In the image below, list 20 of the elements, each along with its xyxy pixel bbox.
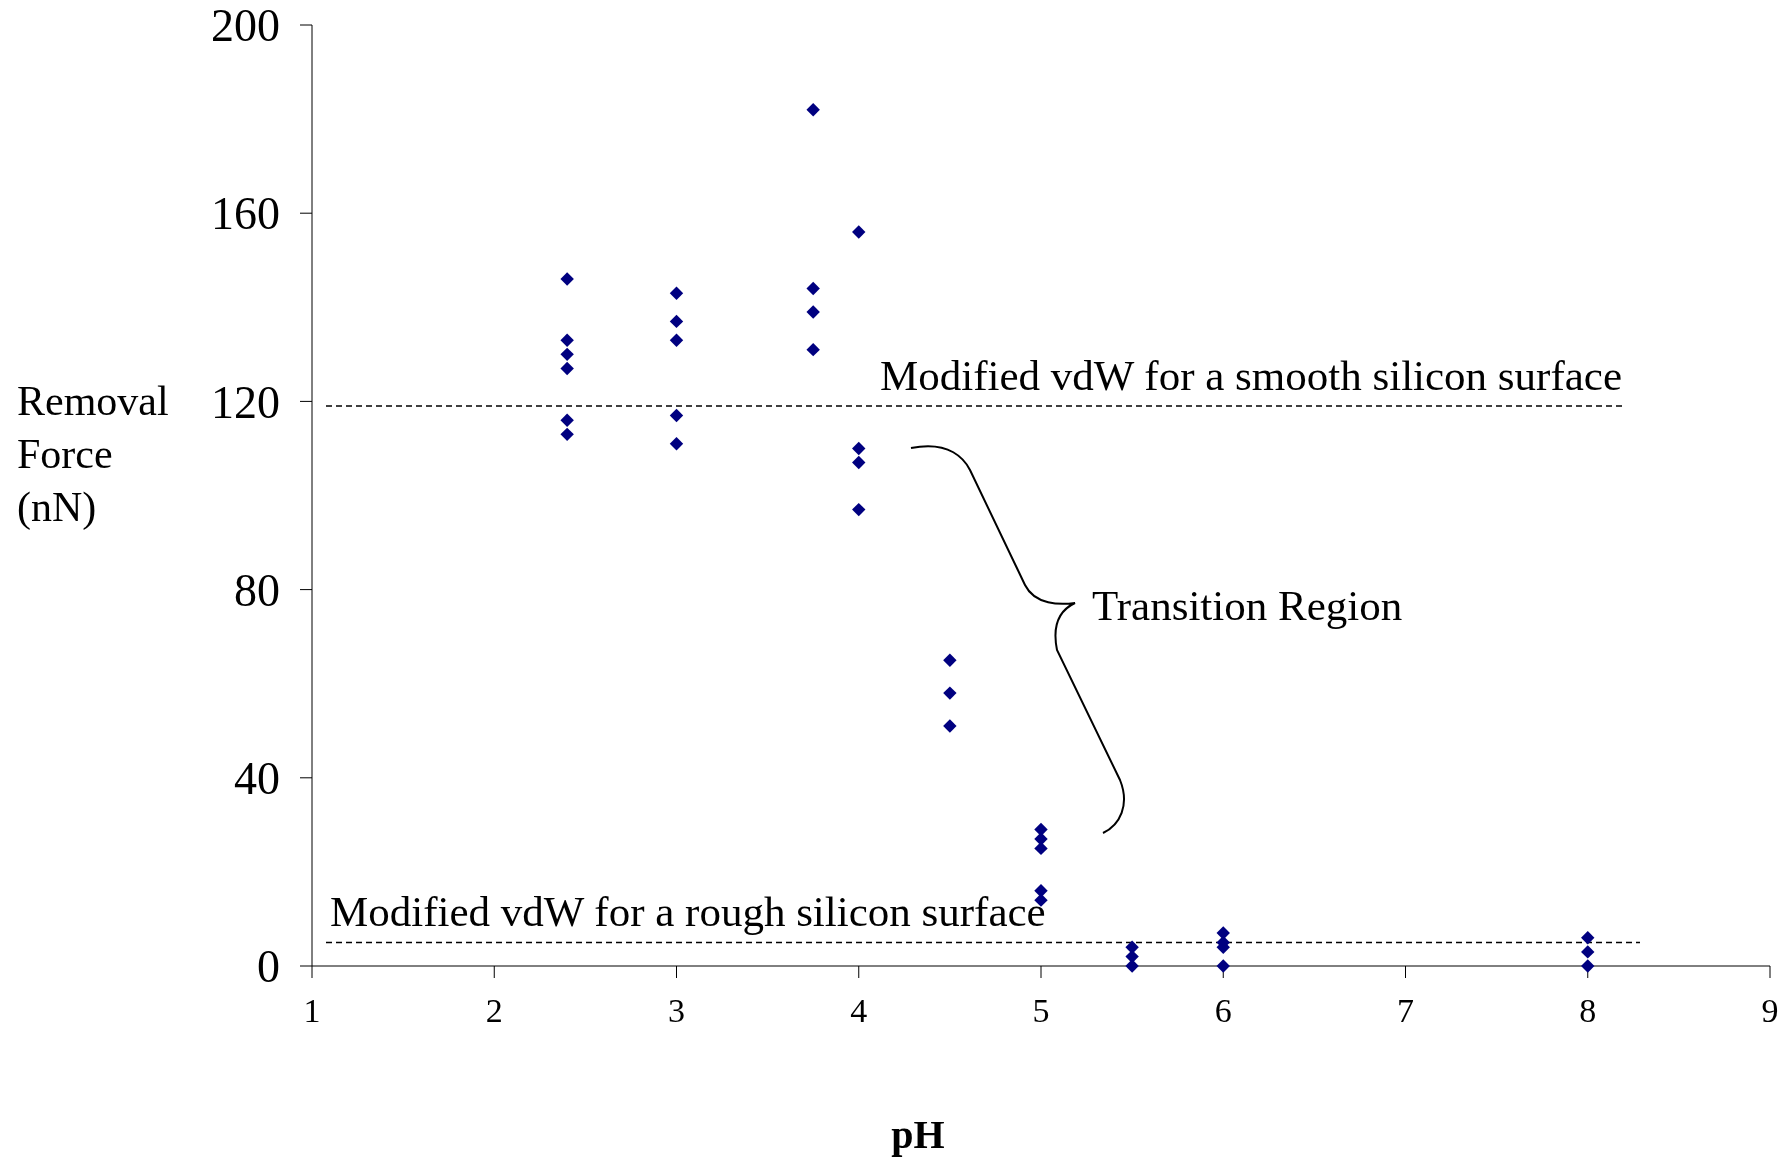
y-tick-label: 40	[234, 752, 280, 804]
y-axis-title: Removal Force (nN)	[17, 378, 169, 531]
x-tick-label: 6	[1214, 992, 1232, 1029]
x-tick-label: 3	[668, 992, 685, 1029]
y-tick-label: 80	[234, 564, 280, 616]
x-tick-label: 8	[1579, 992, 1597, 1029]
x-tick-label: 7	[1397, 992, 1414, 1029]
x-tick-label: 5	[1032, 992, 1050, 1029]
annotation: Transition Region	[1092, 582, 1403, 629]
x-tick-label: 9	[1761, 992, 1779, 1029]
x-axis-title: pH	[891, 1112, 945, 1157]
ref-line-label: Modified vdW for a rough silicon surface	[330, 888, 1046, 936]
ref-line-label: Modified vdW for a smooth silicon surface	[880, 352, 1622, 400]
x-tick-label: 2	[485, 992, 503, 1029]
y-tick-label: 160	[211, 188, 280, 240]
y-tick-label: 120	[211, 376, 280, 428]
y-tick-label: 200	[211, 0, 280, 52]
x-tick-label: 4	[850, 992, 868, 1029]
x-tick-label: 1	[303, 992, 321, 1029]
y-tick-label: 0	[257, 941, 280, 993]
